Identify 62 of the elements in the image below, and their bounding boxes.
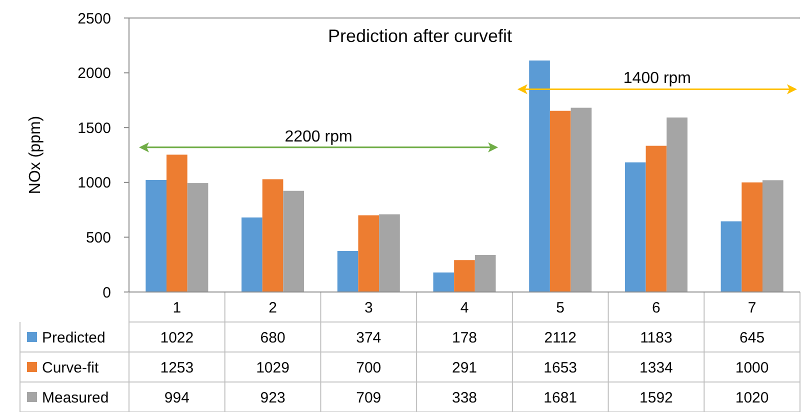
- bar: [720, 221, 742, 292]
- bar: [337, 251, 358, 292]
- data-label: 923: [260, 389, 286, 406]
- y-tick-label: 500: [86, 229, 111, 246]
- bar: [529, 60, 550, 292]
- legend-label: Curve-fit: [42, 359, 100, 376]
- y-tick-label: 2000: [78, 65, 111, 82]
- x-tick-label: 7: [748, 299, 756, 316]
- bar: [262, 179, 284, 292]
- bar: [666, 118, 688, 292]
- bar: [550, 110, 571, 292]
- bar: [433, 272, 454, 292]
- data-label: 1681: [544, 389, 578, 406]
- bar: [454, 260, 475, 292]
- y-tick-label: 2500: [78, 10, 111, 28]
- annotation: 1400 rpm: [623, 70, 692, 88]
- data-label: 291: [452, 359, 478, 376]
- bar: [146, 180, 167, 292]
- bar: [742, 182, 762, 292]
- y-tick-label: 1500: [78, 120, 111, 137]
- y-tick-label: 1000: [78, 174, 111, 192]
- bar: [474, 254, 496, 292]
- bar: [187, 183, 208, 292]
- data-label: 1022: [160, 329, 194, 346]
- data-label: 1253: [160, 359, 194, 376]
- bar: [166, 154, 188, 292]
- data-label: 374: [356, 329, 382, 346]
- x-tick-label: 1: [172, 299, 182, 316]
- data-label: 645: [740, 329, 765, 346]
- data-label: 178: [452, 329, 478, 346]
- data-label: 994: [164, 389, 190, 406]
- legend-label: Predicted: [42, 329, 106, 346]
- bar: [570, 108, 592, 292]
- data-label: 1592: [640, 389, 673, 406]
- x-tick-label: 5: [556, 299, 565, 316]
- data-label: 1653: [544, 359, 578, 376]
- data-label: 1029: [256, 359, 290, 376]
- bar: [379, 214, 400, 292]
- bar: [242, 217, 262, 292]
- x-tick-label: 4: [460, 299, 469, 316]
- data-label: 700: [356, 359, 382, 376]
- data-label: 2112: [544, 329, 576, 346]
- bar: [646, 146, 667, 292]
- bar: [762, 180, 784, 292]
- data-label: 1183: [640, 329, 672, 346]
- bar: [283, 190, 304, 292]
- data-label: 1000: [735, 359, 769, 376]
- y-axis-title: NOx (ppm): [27, 116, 44, 194]
- data-label: 680: [260, 329, 286, 346]
- x-tick-label: 6: [652, 299, 660, 316]
- annotation: 2200 rpm: [284, 128, 352, 146]
- bar: [358, 215, 380, 292]
- data-label: 709: [356, 389, 382, 406]
- data-label: 1020: [735, 389, 769, 406]
- y-tick-label: 0: [102, 284, 111, 302]
- legend-label: Measured: [42, 389, 109, 406]
- data-label: 338: [452, 389, 478, 406]
- bar: [624, 162, 646, 292]
- x-tick-label: 2: [268, 299, 277, 316]
- chart-title: Prediction after curvefit: [328, 26, 512, 46]
- x-tick-label: 3: [364, 299, 373, 316]
- data-label: 1334: [640, 359, 673, 376]
